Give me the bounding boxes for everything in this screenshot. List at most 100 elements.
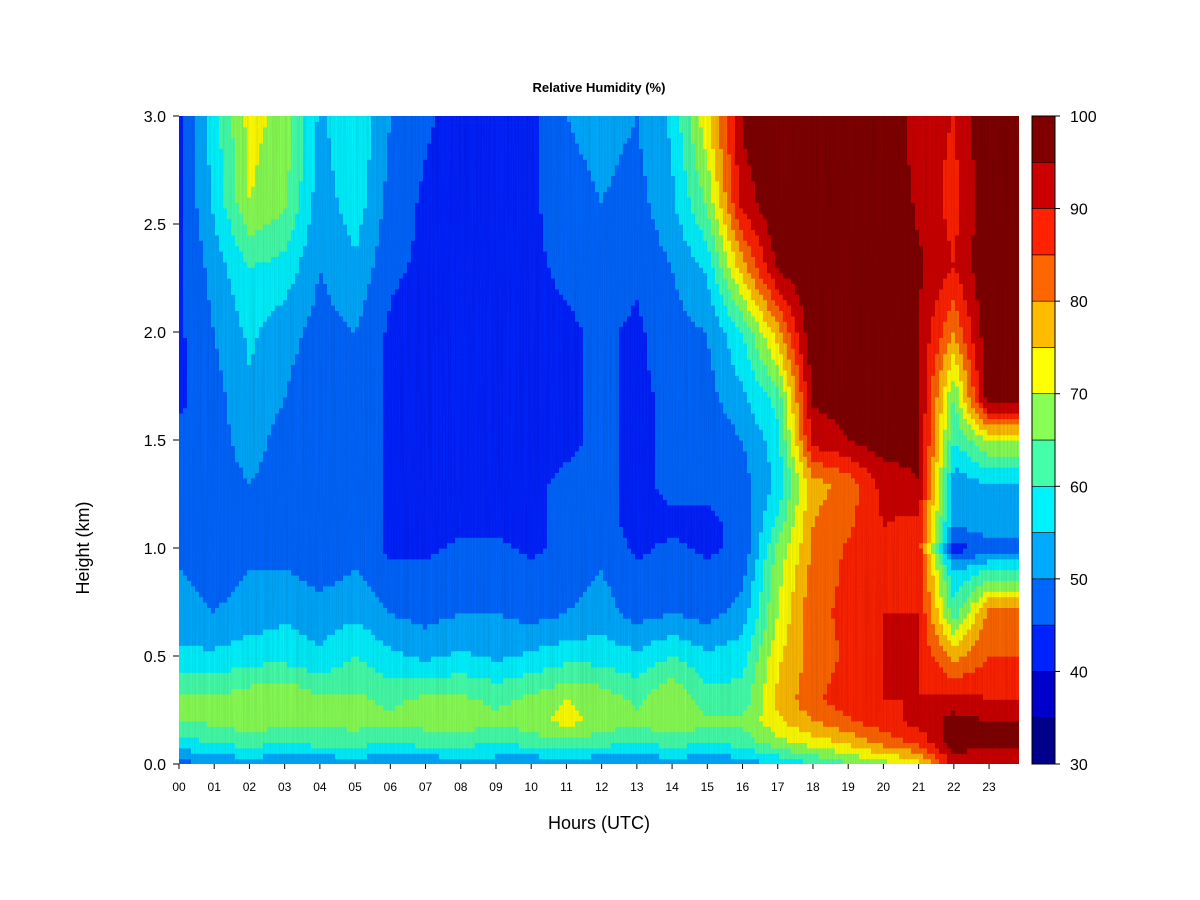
heatmap-cell: [383, 537, 456, 544]
heatmap-cell: [239, 461, 260, 468]
heatmap-cell: [723, 175, 732, 182]
heatmap-cell: [931, 618, 940, 625]
heatmap-cell: [643, 645, 704, 652]
heatmap-cell: [927, 747, 940, 754]
heatmap-cell: [967, 418, 976, 425]
heatmap-cell: [823, 477, 856, 484]
heatmap-cell: [231, 423, 272, 430]
heatmap-cell: [179, 515, 384, 522]
heatmap-cell: [587, 634, 608, 641]
heatmap-cell: [195, 132, 208, 139]
heatmap-cell: [303, 132, 316, 139]
heatmap-cell: [883, 677, 920, 684]
heatmap-cell: [235, 742, 264, 749]
heatmap-cell: [827, 488, 860, 495]
heatmap-cell: [631, 310, 640, 317]
heatmap-cell: [375, 591, 584, 598]
heatmap-cell: [179, 693, 368, 700]
x-tick-label: 11: [560, 780, 573, 794]
heatmap-cell: [547, 531, 624, 538]
heatmap-cell: [651, 688, 688, 695]
heatmap-cell: [723, 170, 732, 176]
heatmap-cell: [291, 121, 304, 128]
heatmap-cell: [763, 434, 780, 441]
heatmap-cell: [931, 461, 936, 468]
heatmap-cell: [723, 294, 732, 301]
heatmap-cell: [947, 413, 952, 419]
heatmap-cell: [947, 542, 952, 549]
heatmap-cell: [879, 504, 920, 511]
heatmap-cell: [435, 121, 540, 128]
heatmap-cell: [239, 245, 288, 252]
heatmap-cell: [743, 380, 760, 387]
heatmap-cell: [763, 683, 776, 689]
heatmap-cell: [807, 332, 920, 338]
heatmap-cell: [919, 321, 932, 328]
heatmap-cell: [563, 461, 620, 468]
heatmap-cell: [315, 186, 336, 193]
heatmap-cell: [791, 364, 800, 371]
heatmap-cell: [519, 618, 540, 625]
heatmap-cell: [215, 337, 248, 344]
heatmap-cells: [179, 116, 1019, 764]
heatmap-cell: [811, 391, 920, 398]
heatmap-cell: [699, 116, 712, 122]
heatmap-cell: [291, 364, 384, 371]
heatmap-cell: [719, 186, 724, 193]
heatmap-cell: [795, 413, 800, 419]
heatmap-cell: [755, 623, 768, 630]
heatmap-cell: [383, 369, 584, 376]
heatmap-cell: [423, 159, 540, 166]
heatmap-cell: [755, 180, 912, 187]
heatmap-cell: [767, 494, 784, 500]
heatmap-cell: [695, 213, 708, 220]
heatmap-cell: [311, 742, 368, 749]
heatmap-cell: [939, 434, 944, 441]
heatmap-cell: [183, 213, 200, 220]
heatmap-cell: [631, 618, 644, 625]
heatmap-cell: [183, 164, 196, 171]
heatmap-cell: [647, 348, 712, 355]
colorbar-swatch: [1031, 485, 1056, 533]
heatmap-cell: [955, 629, 968, 635]
heatmap-cell: [731, 267, 740, 274]
heatmap-cell: [811, 526, 852, 533]
heatmap-cell: [343, 661, 368, 668]
heatmap-cell: [235, 159, 248, 166]
heatmap-cell: [707, 213, 716, 220]
heatmap-cell: [715, 213, 724, 220]
heatmap-cell: [739, 326, 752, 333]
heatmap-cell: [903, 699, 1019, 706]
heatmap-cell: [959, 585, 976, 592]
heatmap-cell: [931, 612, 940, 619]
heatmap-cell: [803, 364, 812, 371]
heatmap-cell: [327, 634, 376, 641]
heatmap-cell: [971, 607, 980, 614]
heatmap-cell: [967, 629, 980, 635]
heatmap-cell: [799, 672, 832, 679]
heatmap-cell: [703, 191, 712, 198]
heatmap-cell: [919, 499, 924, 506]
heatmap-cell: [219, 245, 240, 252]
heatmap-cell: [739, 224, 752, 230]
heatmap-cell: [955, 240, 972, 247]
heatmap-cell: [195, 170, 212, 176]
heatmap-cell: [715, 170, 724, 176]
heatmap-cell: [723, 234, 728, 241]
heatmap-cell: [599, 197, 604, 203]
heatmap-cell: [959, 413, 964, 419]
heatmap-cell: [919, 504, 924, 511]
heatmap-cell: [979, 315, 1019, 322]
heatmap-cell: [419, 191, 540, 198]
heatmap-cell: [987, 413, 1019, 419]
heatmap-cell: [243, 213, 280, 220]
heatmap-cell: [931, 477, 936, 484]
heatmap-cell: [695, 548, 720, 554]
heatmap-cell: [771, 288, 780, 295]
heatmap-cell: [247, 224, 264, 230]
heatmap-cell: [391, 645, 540, 652]
heatmap-cell: [755, 191, 912, 198]
heatmap-cell: [967, 564, 1019, 571]
heatmap-cell: [199, 234, 220, 241]
